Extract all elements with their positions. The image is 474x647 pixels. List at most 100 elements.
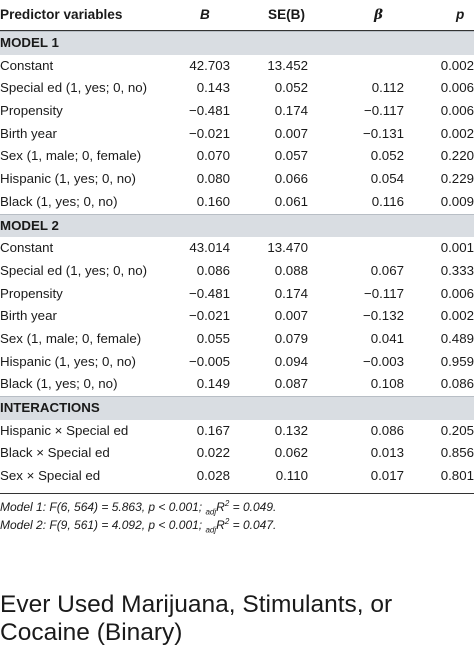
p-cell: 0.333 (440, 262, 474, 278)
p-cell: 0.229 (440, 171, 474, 187)
se-cell: 0.088 (274, 262, 308, 278)
p-cell: 0.489 (440, 330, 474, 346)
se-cell: 13.470 (267, 240, 308, 256)
beta-cell: −0.131 (362, 125, 404, 141)
beta-cell: 0.112 (371, 80, 404, 96)
p-cell: 0.086 (440, 376, 474, 392)
se-cell: 0.057 (274, 148, 308, 164)
model-1-note: Model 1: F(6, 564) = 5.863, p < 0.001; a… (0, 499, 277, 517)
predictor-cell: Hispanic (1, yes; 0, no) (0, 171, 136, 187)
p-cell: 0.959 (440, 353, 474, 369)
table-row: Constant 43.014 13.470 0.001 (0, 237, 474, 260)
table-row: Black (1, yes; 0, no) 0.149 0.087 0.108 0.08… (0, 373, 474, 396)
se-cell: 0.062 (274, 445, 308, 461)
table-row: Hispanic (1, yes; 0, no) −0.005 0.094 −0.00… (0, 351, 474, 374)
p-cell: 0.009 (440, 193, 474, 209)
b-cell: 0.160 (196, 193, 230, 209)
predictor-cell: Special ed (1, yes; 0, no) (0, 80, 148, 96)
predictor-cell: Propensity (0, 103, 63, 119)
se-cell: 0.007 (274, 125, 308, 141)
section-title: INTERACTIONS (0, 400, 100, 415)
p-cell: 0.002 (440, 57, 474, 73)
p-cell: 0.002 (440, 308, 474, 324)
section-title: MODEL 1 (0, 35, 59, 50)
header-p: p (456, 7, 465, 22)
b-cell: 0.086 (196, 262, 230, 278)
b-cell: 0.022 (196, 445, 230, 461)
b-cell: 0.167 (196, 422, 230, 438)
b-cell: 0.143 (196, 80, 230, 96)
table-row: Constant 42.703 13.452 0.002 (0, 55, 474, 78)
table-row: Black × Special ed 0.022 0.062 0.013 0.856 (0, 442, 474, 465)
b-cell: −0.021 (188, 308, 230, 324)
se-cell: 0.174 (274, 285, 308, 301)
predictor-cell: Black × Special ed (0, 445, 110, 461)
section-title: MODEL 2 (0, 217, 59, 233)
beta-cell: −0.132 (362, 308, 404, 324)
b-cell: −0.481 (188, 285, 230, 301)
beta-cell: 0.041 (370, 330, 404, 346)
table-row: Special ed (1, yes; 0, no) 0.143 0.052 0.11… (0, 77, 474, 100)
beta-cell: 0.067 (370, 262, 404, 278)
predictor-cell: Black (1, yes; 0, no) (0, 376, 118, 392)
predictor-cell: Special ed (1, yes; 0, no) (0, 262, 148, 278)
table-header-row: Predictor variables B SE(B) β p (0, 0, 474, 31)
se-cell: 0.007 (274, 308, 308, 324)
predictor-cell: Hispanic (1, yes; 0, no) (0, 353, 136, 369)
b-cell: 0.070 (196, 148, 230, 164)
beta-cell: 0.108 (370, 376, 404, 392)
predictor-cell: Sex (1, male; 0, female) (0, 330, 142, 346)
se-cell: 0.110 (275, 468, 308, 484)
beta-cell: 0.086 (370, 422, 404, 438)
section-heading: Ever Used Marijuana, Stimulants, or Coca… (0, 591, 393, 646)
b-cell: 43.014 (189, 240, 230, 256)
se-cell: 0.087 (274, 376, 308, 392)
table-bottom-rule (0, 493, 474, 494)
table-row: Hispanic (1, yes; 0, no) 0.080 0.066 0.054 0… (0, 168, 474, 191)
se-cell: 0.066 (274, 171, 308, 187)
predictor-cell: Constant (0, 57, 54, 73)
table-row: Sex (1, male; 0, female) 0.070 0.057 0.052 0… (0, 145, 474, 168)
se-cell: 0.174 (274, 103, 308, 119)
p-cell: 0.205 (440, 422, 474, 438)
b-cell: −0.021 (188, 125, 230, 141)
beta-cell: 0.017 (370, 468, 404, 484)
table-row: Special ed (1, yes; 0, no) 0.086 0.088 0.06… (0, 260, 474, 283)
b-cell: 0.149 (196, 376, 230, 392)
se-cell: 13.452 (267, 57, 308, 73)
predictor-cell: Hispanic × Special ed (0, 422, 129, 438)
p-cell: 0.801 (440, 468, 474, 484)
beta-cell: −0.003 (362, 353, 404, 369)
p-cell: 0.856 (440, 445, 474, 461)
p-cell: 0.220 (440, 148, 474, 164)
header-se: SE(B) (268, 7, 306, 22)
predictor-cell: Constant (0, 240, 54, 256)
b-cell: 0.028 (196, 468, 230, 484)
b-cell: −0.481 (188, 103, 230, 119)
table-row: Black (1, yes; 0, no) 0.160 0.061 0.116 0.00… (0, 191, 474, 214)
beta-cell: 0.013 (370, 445, 404, 461)
se-cell: 0.061 (274, 193, 308, 209)
table-row: Propensity −0.481 0.174 −0.117 0.006 (0, 283, 474, 306)
se-cell: 0.132 (274, 422, 308, 438)
table-body: MODEL 1 Constant 42.703 13.452 0.002 Special … (0, 31, 474, 488)
table-row: Sex (1, male; 0, female) 0.055 0.079 0.041 0… (0, 328, 474, 351)
model-2-note: Model 2: F(9, 561) = 4.092, p < 0.001; a… (0, 517, 277, 535)
table-row: Hispanic × Special ed 0.167 0.132 0.086 0.20… (0, 420, 474, 443)
header-predictor: Predictor variables (0, 7, 123, 22)
table-row: Birth year −0.021 0.007 −0.132 0.002 (0, 305, 474, 328)
p-cell: 0.006 (440, 103, 474, 119)
section-row: INTERACTIONS (0, 396, 474, 420)
predictor-cell: Sex (1, male; 0, female) (0, 148, 142, 164)
section-row: MODEL 1 (0, 31, 474, 55)
se-cell: 0.052 (274, 80, 308, 96)
beta-cell: 0.116 (371, 193, 404, 209)
table-row: Propensity −0.481 0.174 −0.117 0.006 (0, 100, 474, 123)
b-cell: 42.703 (189, 57, 230, 73)
beta-cell: −0.117 (363, 103, 404, 119)
p-cell: 0.006 (440, 285, 474, 301)
header-beta: β (374, 7, 384, 23)
table-row: Sex × Special ed 0.028 0.110 0.017 0.801 (0, 465, 474, 488)
predictor-cell: Black (1, yes; 0, no) (0, 193, 118, 209)
se-cell: 0.079 (274, 330, 308, 346)
